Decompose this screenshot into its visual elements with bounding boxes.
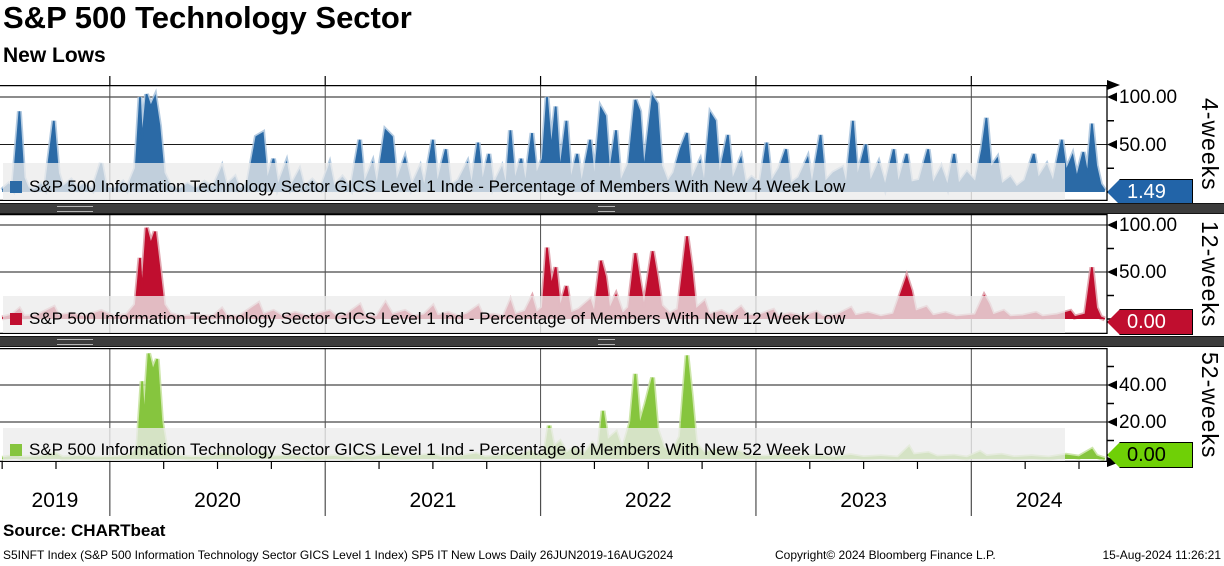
legend-swatch-icon: [10, 444, 22, 456]
legend-12-weeks: S&P 500 Information Technology Sector GI…: [10, 309, 845, 329]
y-tick-label: 50.00: [1119, 262, 1167, 283]
divider-grip-icon[interactable]: [598, 339, 615, 345]
source-note: Source: CHARTbeat: [3, 521, 166, 540]
x-tick-label: 2023: [840, 489, 887, 512]
legend-52-weeks: S&P 500 Information Technology Sector GI…: [10, 440, 845, 460]
divider-grip-icon[interactable]: [57, 206, 93, 212]
y-tick-label: 100.00: [1119, 215, 1178, 236]
x-axis: 2019 2020 2021 2022 2023 2024: [1, 462, 1080, 516]
legend-band: [3, 428, 1065, 461]
legend-label: S&P 500 Information Technology Sector GI…: [29, 440, 846, 459]
divider-grip-icon[interactable]: [598, 206, 615, 212]
x-tick-label: 2020: [194, 489, 241, 512]
footer-timestamp: 15-Aug-2024 11:26:21: [1102, 548, 1221, 562]
footer-copyright: Copyright© 2024 Bloomberg Finance L.P.: [775, 548, 996, 562]
x-tick-label: 2021: [410, 489, 457, 512]
panel-axis-label-52-weeks: 52-weeks: [1197, 352, 1223, 459]
legend-label: S&P 500 Information Technology Sector GI…: [29, 309, 846, 328]
x-tick-label: 2022: [625, 489, 672, 512]
last-value-tag: 0.00: [1107, 309, 1193, 335]
legend-4-weeks: S&P 500 Information Technology Sector GI…: [10, 177, 845, 197]
y-tick-label: 40.00: [1119, 375, 1167, 396]
y-tick-label: 50.00: [1119, 134, 1167, 156]
series-area: [2, 94, 1105, 192]
page-title: S&P 500 Technology Sector: [3, 0, 412, 35]
legend-label: S&P 500 Information Technology Sector GI…: [29, 177, 846, 196]
panel-axis-label-4-weeks: 4-weeks: [1197, 98, 1223, 191]
x-tick-label: 2024: [1016, 489, 1063, 512]
chart-subtitle: New Lows: [3, 44, 106, 67]
panel-divider[interactable]: [0, 336, 1224, 347]
y-tick-label: 20.00: [1119, 412, 1167, 433]
last-value-tag: 1.49: [1107, 179, 1193, 205]
legend-swatch-icon: [10, 181, 22, 193]
y-tick-label: 100.00: [1119, 87, 1178, 108]
x-tick-label: 2019: [32, 489, 79, 512]
divider-grip-icon[interactable]: [57, 339, 93, 345]
legend-swatch-icon: [10, 313, 22, 325]
legend-band: [3, 163, 1065, 200]
footer-security-info: S5INFT Index (S&P 500 Information Techno…: [3, 548, 674, 562]
last-value-tag: 0.00: [1107, 442, 1193, 468]
panel-divider[interactable]: [0, 203, 1224, 214]
legend-band: [3, 296, 1065, 333]
panel-axis-label-12-weeks: 12-weeks: [1197, 221, 1223, 328]
